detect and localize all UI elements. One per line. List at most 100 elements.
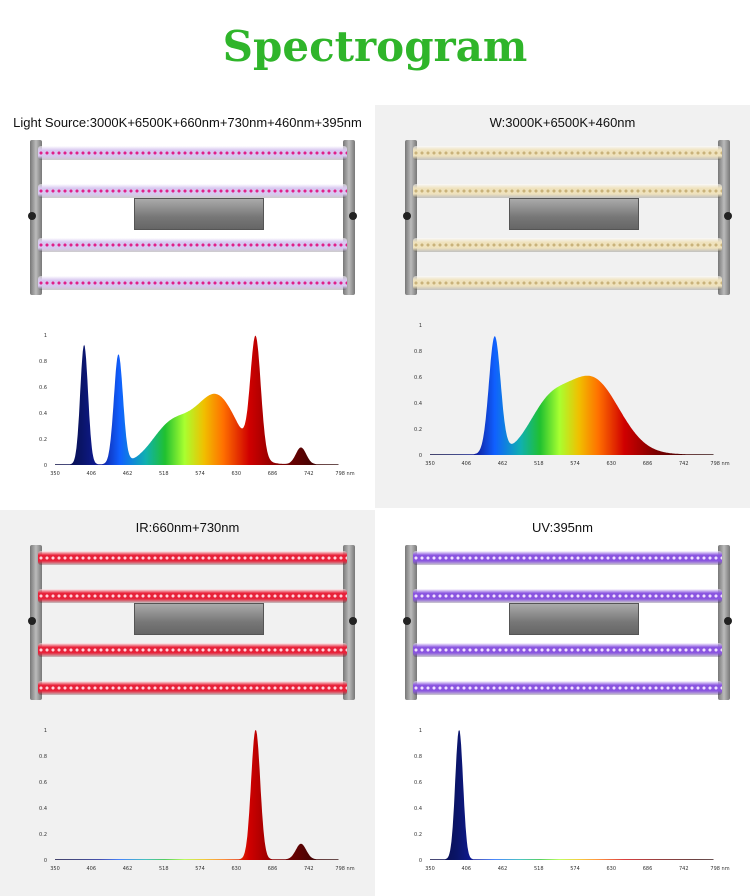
x-tick-label: 574 — [570, 461, 580, 467]
x-tick-label: 406 — [86, 471, 96, 477]
panel-title: Light Source:3000K+6500K+660nm+730nm+460… — [13, 115, 362, 130]
x-tick-label: 574 — [195, 471, 205, 477]
led-bar — [38, 551, 347, 565]
led-bar — [413, 276, 722, 290]
y-tick-label: 0.2 — [414, 832, 422, 838]
page-title: Spectrogram — [222, 22, 528, 71]
side-rail — [30, 545, 42, 700]
led-bar — [413, 589, 722, 603]
y-tick-label: 0 — [419, 858, 422, 864]
led-bar — [38, 184, 347, 198]
panel-full-spectrum: Light Source:3000K+6500K+660nm+730nm+460… — [0, 105, 375, 508]
hanger-clip — [349, 212, 357, 220]
led-bar — [38, 643, 347, 657]
x-tick-label: 742 — [304, 471, 314, 477]
led-bar — [413, 146, 722, 160]
x-tick-label: 462 — [498, 461, 508, 467]
y-tick-label: 1 — [44, 333, 47, 339]
led-bar — [38, 589, 347, 603]
x-tick-label: 742 — [679, 866, 689, 872]
y-tick-label: 0.8 — [414, 754, 422, 760]
light-fixture-image — [28, 140, 357, 295]
y-tick-label: 0.8 — [414, 349, 422, 355]
y-tick-label: 0.8 — [39, 754, 47, 760]
panel-title: IR:660nm+730nm — [135, 520, 240, 535]
y-tick-label: 1 — [419, 728, 422, 734]
y-tick-label: 0 — [44, 858, 47, 864]
x-tick-label: 686 — [268, 866, 278, 872]
y-tick-label: 0.4 — [39, 806, 47, 812]
x-tick-label: 462 — [123, 866, 133, 872]
x-tick-label: 574 — [570, 866, 580, 872]
x-tick-label: 350 — [50, 471, 60, 477]
x-tick-label: 742 — [679, 461, 689, 467]
x-tick-label: 350 — [425, 461, 435, 467]
led-bar — [38, 276, 347, 290]
x-tick-label: 686 — [643, 866, 653, 872]
hanger-clip — [28, 212, 36, 220]
led-bar — [38, 238, 347, 252]
side-rail — [405, 545, 417, 700]
hanger-clip — [724, 617, 732, 625]
x-tick-label: 630 — [606, 866, 616, 872]
x-tick-label: 518 — [159, 471, 169, 477]
hanger-clip — [724, 212, 732, 220]
panel-title: UV:395nm — [532, 520, 593, 535]
y-tick-label: 0 — [419, 453, 422, 459]
y-tick-label: 0.2 — [39, 832, 47, 838]
y-tick-label: 0.6 — [39, 780, 47, 786]
y-tick-label: 0.2 — [39, 437, 47, 443]
spectrum-area — [430, 336, 714, 455]
panel-title: W:3000K+6500K+460nm — [489, 115, 636, 130]
x-tick-label: 518 — [159, 866, 169, 872]
spectrum-chart: 0 0.2 0.4 0.6 0.8 1 350 406 462 518 574 630 686 742 79… — [414, 728, 730, 872]
x-tick-label: 798 nm — [710, 461, 729, 467]
side-rail — [405, 140, 417, 295]
panel-ir: IR:660nm+730nm 0 0.2 0.4 0.6 0.8 1 350 406 462 51… — [0, 510, 375, 896]
spectrum-chart: 0 0.2 0.4 0.6 0.8 1 350 406 462 518 574 630 686 742 79… — [414, 323, 730, 467]
x-tick-label: 686 — [643, 461, 653, 467]
y-tick-label: 0.4 — [39, 411, 47, 417]
led-bar — [413, 643, 722, 657]
x-tick-label: 798 nm — [335, 866, 354, 872]
panel-uv: UV:395nm 0 0.2 0.4 0.6 0.8 1 350 406 462 518 574 63… — [375, 510, 750, 896]
y-tick-label: 0.6 — [414, 375, 422, 381]
y-tick-label: 0 — [44, 463, 47, 469]
x-tick-label: 350 — [425, 866, 435, 872]
hanger-clip — [403, 617, 411, 625]
light-fixture-image — [403, 140, 732, 295]
hanger-clip — [349, 617, 357, 625]
x-tick-label: 518 — [534, 461, 544, 467]
x-tick-label: 406 — [86, 866, 96, 872]
y-tick-label: 1 — [44, 728, 47, 734]
y-tick-label: 0.6 — [39, 385, 47, 391]
driver-box — [134, 198, 264, 230]
side-rail — [30, 140, 42, 295]
x-tick-label: 462 — [123, 471, 133, 477]
spectrum-area — [430, 730, 714, 860]
light-fixture-image — [28, 545, 357, 700]
x-tick-label: 406 — [461, 461, 471, 467]
x-tick-label: 630 — [231, 866, 241, 872]
y-tick-label: 0.6 — [414, 780, 422, 786]
light-fixture-image — [403, 545, 732, 700]
y-tick-label: 0.2 — [414, 427, 422, 433]
hanger-clip — [28, 617, 36, 625]
y-tick-label: 1 — [419, 323, 422, 329]
x-tick-label: 574 — [195, 866, 205, 872]
hanger-clip — [403, 212, 411, 220]
x-tick-label: 350 — [50, 866, 60, 872]
x-tick-label: 742 — [304, 866, 314, 872]
spectrum-chart: 0 0.2 0.4 0.6 0.8 1 350 406 462 518 574 630 686 742 79… — [39, 333, 355, 477]
led-bar — [413, 238, 722, 252]
led-bar — [38, 681, 347, 695]
x-tick-label: 686 — [268, 471, 278, 477]
panel-white: W:3000K+6500K+460nm 0 0.2 0.4 0.6 0.8 1 350 406… — [375, 105, 750, 508]
led-bar — [413, 681, 722, 695]
driver-box — [509, 198, 639, 230]
x-tick-label: 518 — [534, 866, 544, 872]
y-tick-label: 0.4 — [414, 806, 422, 812]
y-tick-label: 0.8 — [39, 359, 47, 365]
x-tick-label: 406 — [461, 866, 471, 872]
led-bar — [413, 184, 722, 198]
